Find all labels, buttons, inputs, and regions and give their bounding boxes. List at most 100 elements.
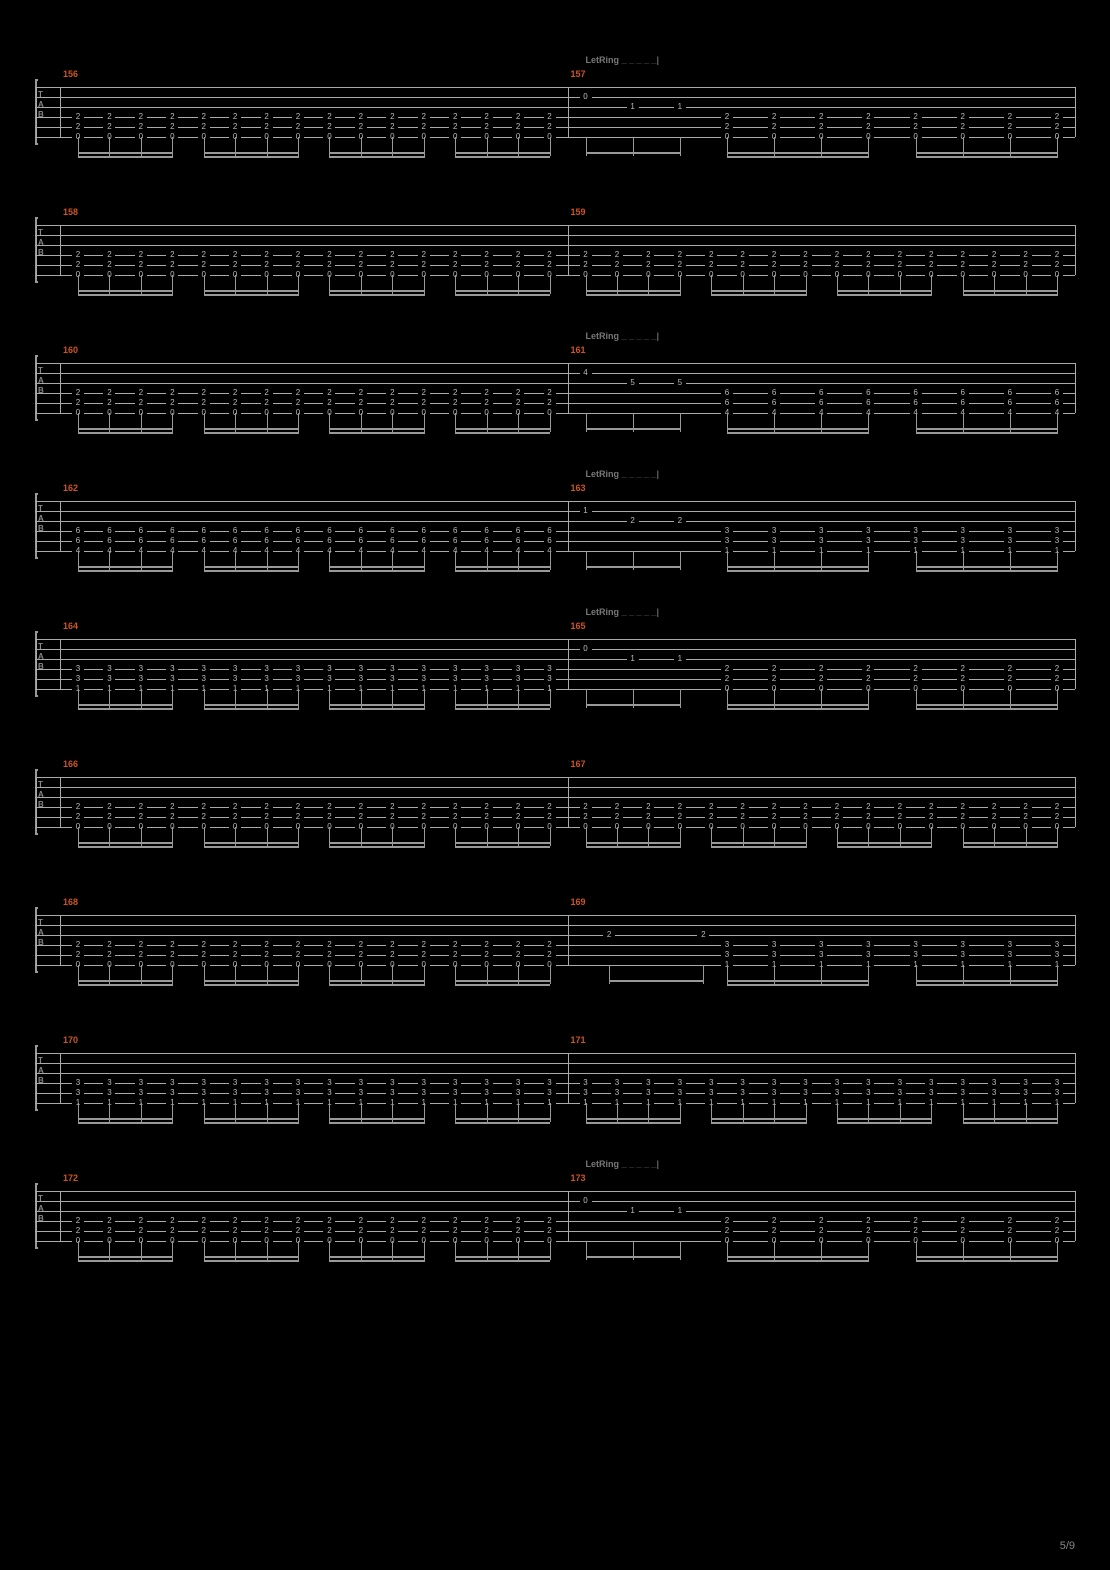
beam bbox=[78, 1118, 173, 1120]
fret-number: 2 bbox=[166, 389, 178, 397]
beam bbox=[711, 1118, 806, 1120]
fret-number: 1 bbox=[627, 1207, 639, 1215]
fret-number: 2 bbox=[800, 803, 812, 811]
beam bbox=[204, 432, 299, 434]
fret-number: 3 bbox=[862, 951, 874, 959]
beam bbox=[204, 1122, 299, 1124]
fret-number: 3 bbox=[386, 1079, 398, 1087]
string-line bbox=[35, 363, 1075, 364]
fret-number: 3 bbox=[1051, 941, 1063, 949]
fret-number: 2 bbox=[925, 813, 937, 821]
fret-number: 2 bbox=[418, 941, 430, 949]
fret-number: 2 bbox=[721, 1217, 733, 1225]
fret-number: 2 bbox=[386, 389, 398, 397]
fret-number: 2 bbox=[229, 389, 241, 397]
barline bbox=[568, 639, 569, 689]
fret-number: 2 bbox=[544, 113, 556, 121]
barline bbox=[568, 1053, 569, 1103]
fret-number: 3 bbox=[988, 1079, 1000, 1087]
fret-number: 2 bbox=[737, 251, 749, 259]
fret-number: 2 bbox=[1051, 251, 1063, 259]
fret-number: 2 bbox=[512, 251, 524, 259]
fret-number: 2 bbox=[292, 813, 304, 821]
fret-number: 2 bbox=[198, 251, 210, 259]
fret-number: 2 bbox=[862, 261, 874, 269]
fret-number: 3 bbox=[323, 665, 335, 673]
fret-number: 2 bbox=[355, 1217, 367, 1225]
fret-number: 6 bbox=[323, 537, 335, 545]
fret-number: 6 bbox=[103, 537, 115, 545]
fret-number: 2 bbox=[135, 1227, 147, 1235]
tab-clef: T A B bbox=[38, 642, 44, 672]
fret-number: 2 bbox=[611, 251, 623, 259]
string-line bbox=[35, 235, 1075, 236]
beam bbox=[727, 980, 869, 982]
fret-number: 2 bbox=[418, 261, 430, 269]
fret-number: 2 bbox=[705, 261, 717, 269]
fret-number: 2 bbox=[957, 123, 969, 131]
fret-number: 2 bbox=[198, 1227, 210, 1235]
beam bbox=[837, 842, 932, 844]
fret-number: 2 bbox=[72, 951, 84, 959]
fret-number: 3 bbox=[768, 527, 780, 535]
fret-number: 3 bbox=[512, 1079, 524, 1087]
fret-number: 2 bbox=[768, 113, 780, 121]
beam bbox=[455, 432, 550, 434]
fret-number: 3 bbox=[737, 1079, 749, 1087]
fret-number: 2 bbox=[481, 399, 493, 407]
beam bbox=[204, 1118, 299, 1120]
beam bbox=[963, 1122, 1058, 1124]
fret-number: 2 bbox=[988, 261, 1000, 269]
fret-number: 2 bbox=[166, 1217, 178, 1225]
fret-number: 6 bbox=[166, 537, 178, 545]
fret-number: 2 bbox=[737, 261, 749, 269]
fret-number: 2 bbox=[1051, 1227, 1063, 1235]
beam bbox=[916, 980, 1058, 982]
fret-number: 3 bbox=[261, 1089, 273, 1097]
fret-number: 3 bbox=[831, 1079, 843, 1087]
fret-number: 2 bbox=[135, 803, 147, 811]
fret-number: 2 bbox=[957, 813, 969, 821]
fret-number: 2 bbox=[910, 1227, 922, 1235]
fret-number: 3 bbox=[166, 675, 178, 683]
fret-number: 2 bbox=[705, 803, 717, 811]
bar-number: 171 bbox=[571, 1035, 586, 1045]
beam bbox=[586, 842, 681, 844]
string-line bbox=[35, 1211, 1075, 1212]
string-line bbox=[35, 915, 1075, 916]
fret-number: 3 bbox=[1020, 1079, 1032, 1087]
fret-number: 2 bbox=[229, 1217, 241, 1225]
fret-number: 3 bbox=[721, 527, 733, 535]
bar-number: 163 bbox=[571, 483, 586, 493]
string-line bbox=[35, 787, 1075, 788]
fret-number: 2 bbox=[355, 113, 367, 121]
fret-number: 6 bbox=[481, 537, 493, 545]
bar-number: 169 bbox=[571, 897, 586, 907]
fret-number: 3 bbox=[862, 941, 874, 949]
fret-number: 2 bbox=[1051, 123, 1063, 131]
fret-number: 3 bbox=[957, 941, 969, 949]
fret-number: 3 bbox=[355, 675, 367, 683]
fret-number: 6 bbox=[355, 537, 367, 545]
barline bbox=[60, 915, 61, 965]
fret-number: 3 bbox=[292, 1089, 304, 1097]
tab-system: T A B16433133133133133133133133133133133… bbox=[35, 607, 1075, 725]
beam bbox=[329, 980, 424, 982]
fret-number: 2 bbox=[831, 803, 843, 811]
fret-number: 2 bbox=[721, 123, 733, 131]
fret-number: 2 bbox=[103, 123, 115, 131]
beam bbox=[711, 294, 806, 296]
fret-number: 2 bbox=[323, 399, 335, 407]
fret-number: 2 bbox=[481, 951, 493, 959]
barline bbox=[36, 639, 37, 689]
bar-number: 173 bbox=[571, 1173, 586, 1183]
fret-number: 2 bbox=[768, 665, 780, 673]
fret-number: 3 bbox=[705, 1089, 717, 1097]
fret-number: 2 bbox=[72, 123, 84, 131]
fret-number: 6 bbox=[862, 389, 874, 397]
string-line bbox=[35, 225, 1075, 226]
fret-number: 2 bbox=[323, 113, 335, 121]
fret-number: 3 bbox=[611, 1079, 623, 1087]
fret-number: 2 bbox=[229, 261, 241, 269]
fret-number: 2 bbox=[166, 813, 178, 821]
